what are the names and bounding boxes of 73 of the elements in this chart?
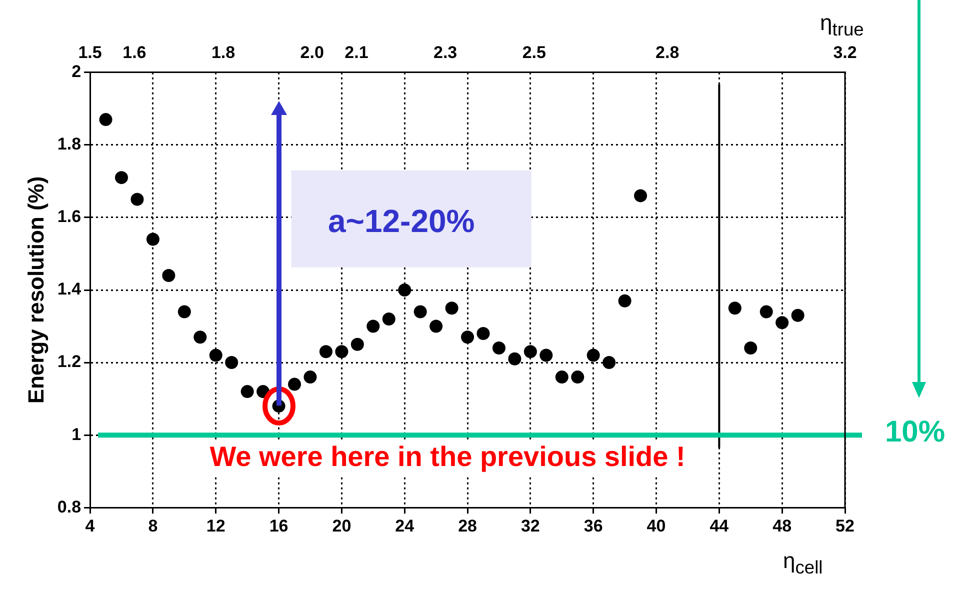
point [350,338,364,351]
x-tick-label: 24 [395,516,415,536]
x2-tick-label: 2.0 [300,42,324,62]
point [476,327,490,340]
point [571,370,584,384]
point [288,378,302,391]
x-tick-label: 16 [269,516,288,536]
x-axis-title: η$_{cell}$ [783,548,823,578]
y-tick-label: 1.2 [57,352,82,372]
point [540,348,553,362]
point [194,330,207,344]
point [162,268,176,282]
x-tick-label: 40 [646,516,666,536]
y-tick-label: 1 [72,424,82,444]
x-tick-label: 8 [148,516,158,536]
point [414,305,427,318]
point [776,316,789,330]
point [791,308,804,322]
point [398,284,412,296]
point [240,385,254,398]
annotation: a~12-20% [328,203,475,240]
point [744,342,758,355]
y-axis-title: Energy resolution (%) [23,176,48,404]
point [618,294,632,308]
point [382,312,396,326]
annotation: We were here in the previous slide ! [210,440,686,472]
point [130,192,144,206]
y-tick-label: 2 [72,62,82,82]
point [602,356,616,370]
x2-tick-label: 1.6 [122,42,146,62]
point [99,113,112,126]
point [760,305,773,318]
x-tick-label: 48 [772,516,792,536]
x-tick-label: 4 [85,516,96,536]
x-tick-label: 52 [836,516,854,536]
point [508,352,522,366]
y-tick-label: 1.6 [57,207,82,226]
point [304,370,317,384]
point [492,342,506,355]
point [524,345,537,358]
point [445,302,458,315]
x2-tick-label: 1.8 [211,42,236,62]
x-tick-label: 36 [584,516,603,536]
x-tick-label: 12 [206,516,226,536]
y-tick-label: 1.8 [57,134,82,154]
x-tick-label: 44 [710,516,730,536]
point [146,232,160,246]
y-tick-label: 0.8 [57,497,82,516]
x-tick-label: 32 [520,516,540,536]
x-tick-label: 28 [458,516,477,536]
point [461,330,474,344]
x2-tick-label: 3.2 [833,42,857,62]
x2-tick-label: 2.1 [344,42,368,62]
y-tick-label: 1.4 [57,280,82,299]
point [335,345,348,358]
x-tick-label: 20 [332,516,352,536]
text: 10% [885,415,946,448]
x2-tick-label: 2.5 [522,42,546,62]
point [366,320,380,333]
point [430,320,443,333]
point [225,356,238,370]
point [728,302,742,315]
point [586,348,600,362]
point [209,348,222,362]
x2-tick-label: 2.8 [656,42,680,62]
point [555,370,568,384]
point [114,171,128,184]
x2-axis-title: η$_{true}$ [820,10,864,41]
point [178,305,191,318]
x2-tick-label: 1.5 [78,42,102,62]
point [319,345,332,358]
point [634,189,648,202]
x2-tick-label: 2.3 [433,42,458,62]
